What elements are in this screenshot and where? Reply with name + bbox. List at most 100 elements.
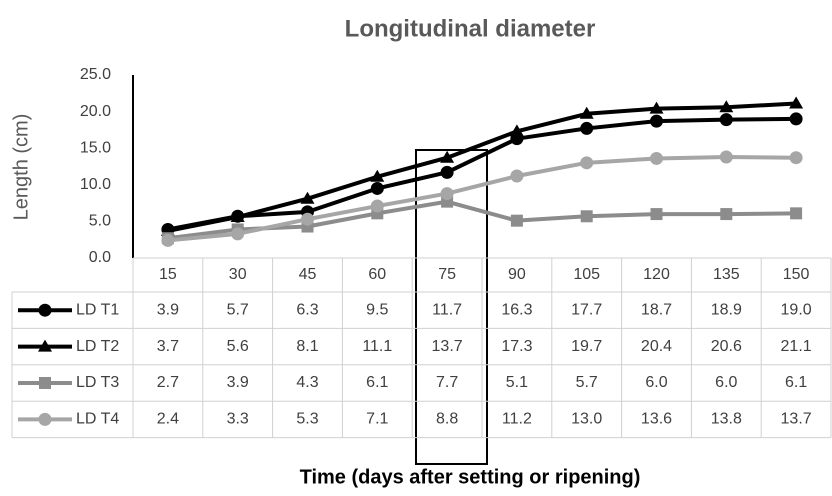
x-tick-label: 135 — [713, 266, 740, 283]
table-value: 17.7 — [571, 301, 602, 318]
y-tick-label: 20.0 — [80, 103, 111, 120]
y-axis-title: Length (cm) — [10, 114, 32, 221]
table-value: 5.7 — [227, 301, 249, 318]
x-tick-label: 15 — [159, 266, 177, 283]
table-value: 13.8 — [711, 411, 742, 428]
table-value: 6.0 — [715, 374, 737, 391]
table-value: 5.7 — [576, 374, 598, 391]
marker — [510, 214, 523, 227]
table-value: 20.4 — [641, 338, 672, 355]
y-tick-label: 25.0 — [80, 66, 111, 83]
marker — [440, 165, 454, 179]
x-axis-title: Time (days after setting or ripening) — [300, 466, 641, 488]
table-value: 20.6 — [711, 338, 742, 355]
marker — [370, 199, 384, 213]
marker — [719, 150, 733, 164]
highlight-box — [415, 149, 488, 465]
marker — [230, 210, 245, 223]
marker — [720, 208, 733, 221]
x-tick-label: 75 — [438, 266, 456, 283]
table-value: 13.7 — [781, 411, 812, 428]
marker — [509, 124, 524, 137]
x-tick-label: 105 — [573, 266, 600, 283]
marker — [789, 151, 803, 165]
table-value: 5.1 — [506, 374, 528, 391]
table-value: 18.7 — [641, 301, 672, 318]
marker — [580, 121, 594, 135]
x-tick-label: 150 — [783, 266, 810, 283]
table-value: 7.7 — [436, 374, 458, 391]
marker — [39, 377, 51, 389]
table-value: 6.0 — [645, 374, 667, 391]
marker — [579, 106, 594, 119]
marker — [650, 208, 663, 221]
marker — [370, 169, 385, 182]
marker — [649, 101, 664, 114]
marker — [510, 169, 524, 183]
table-value: 6.3 — [296, 301, 318, 318]
table-value: 2.4 — [157, 411, 179, 428]
x-tick-label: 90 — [508, 266, 526, 283]
legend-label: LD T1 — [76, 301, 119, 318]
marker — [161, 233, 175, 247]
legend-label: LD T3 — [76, 374, 119, 391]
x-tick-label: 45 — [299, 266, 317, 283]
table-value: 3.9 — [157, 301, 179, 318]
table-value: 13.6 — [641, 411, 672, 428]
table-value: 6.1 — [366, 374, 388, 391]
marker — [38, 412, 52, 426]
table-value: 9.5 — [366, 301, 388, 318]
marker — [719, 113, 733, 127]
table-value: 8.8 — [436, 411, 458, 428]
marker — [301, 212, 314, 226]
chart-title: Longitudinal diameter — [345, 15, 596, 42]
table-value: 13.7 — [432, 338, 463, 355]
table-value: 19.7 — [571, 338, 602, 355]
table-value: 21.1 — [781, 338, 812, 355]
table-value: 6.1 — [785, 374, 807, 391]
table-value: 11.1 — [362, 338, 392, 355]
table-value: 16.3 — [501, 301, 532, 318]
series-line — [167, 116, 797, 232]
marker — [38, 303, 52, 317]
marker — [789, 96, 804, 109]
marker — [231, 227, 245, 241]
marker — [719, 100, 734, 113]
table-value: 8.1 — [296, 338, 318, 355]
marker — [789, 112, 803, 126]
marker — [790, 207, 803, 220]
marker — [440, 187, 454, 201]
table-value: 19.0 — [781, 301, 812, 318]
marker — [440, 150, 455, 163]
y-tick-label: 10.0 — [80, 176, 111, 193]
table-value: 3.9 — [227, 374, 249, 391]
marker — [650, 114, 663, 128]
series-line — [167, 154, 797, 243]
table-value: 4.3 — [296, 374, 318, 391]
legend-label: LD T4 — [76, 411, 119, 428]
table-value: 13.0 — [571, 411, 602, 428]
marker — [580, 156, 594, 170]
series-line — [167, 199, 797, 241]
marker — [580, 210, 593, 223]
x-tick-label: 60 — [368, 266, 386, 283]
x-tick-label: 120 — [643, 266, 670, 283]
table-value: 2.7 — [157, 374, 179, 391]
legend-label: LD T2 — [76, 338, 119, 355]
y-tick-label: 15.0 — [80, 139, 111, 156]
table-value: 18.9 — [711, 301, 742, 318]
marker — [370, 181, 384, 195]
series-line — [167, 101, 797, 233]
table-value: 5.3 — [296, 411, 318, 428]
marker — [650, 151, 663, 165]
marker — [38, 339, 52, 352]
x-tick-label: 30 — [229, 266, 247, 283]
table-value: 11.7 — [432, 301, 462, 318]
table-value: 17.3 — [501, 338, 532, 355]
y-tick-label: 5.0 — [89, 213, 111, 230]
table-value: 5.6 — [227, 338, 249, 355]
table-value: 11.2 — [502, 411, 532, 428]
table-value: 7.1 — [366, 411, 388, 428]
table-value: 3.7 — [157, 338, 179, 355]
